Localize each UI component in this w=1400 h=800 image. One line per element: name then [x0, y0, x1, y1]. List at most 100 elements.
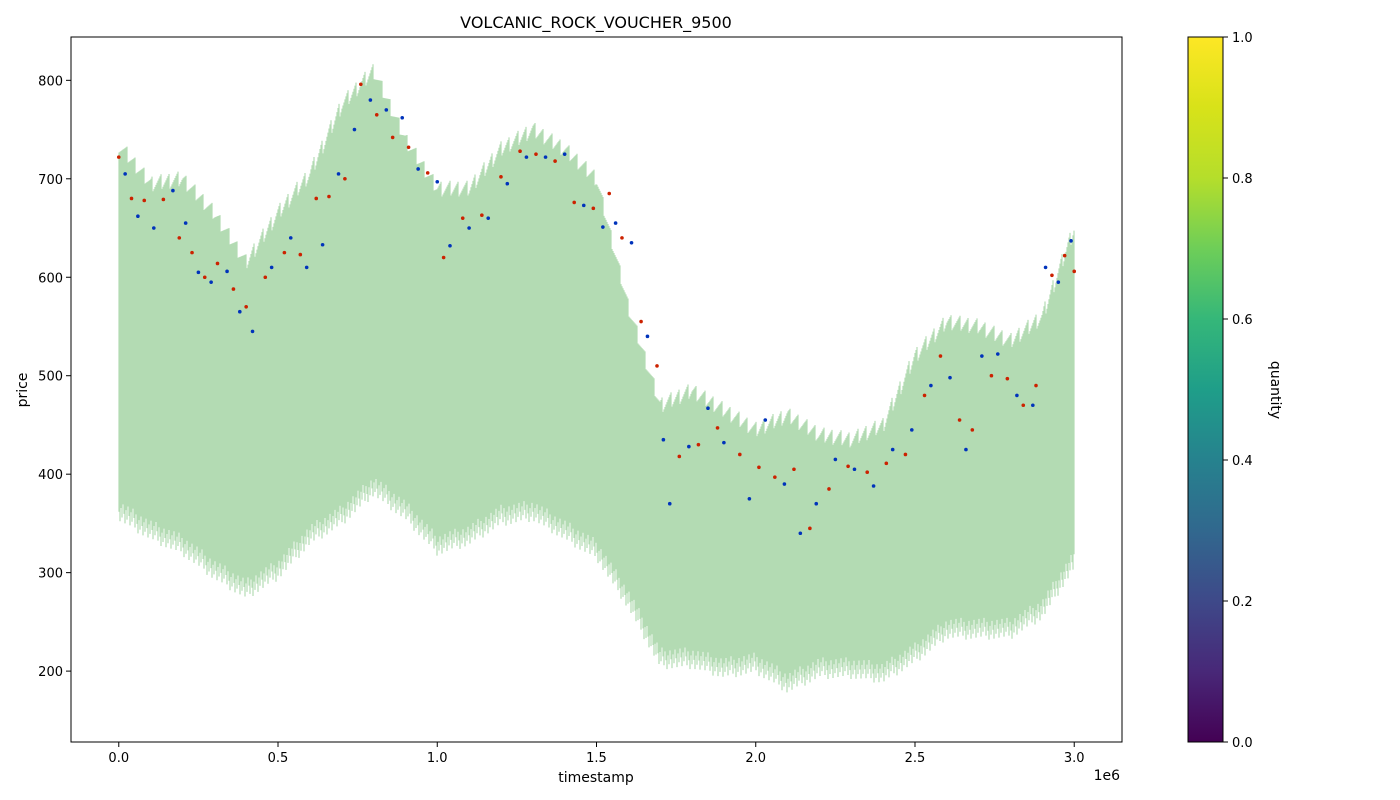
trade-point [336, 172, 341, 176]
x-axis: 0.0 0.5 1.0 1.5 2.0 2.5 3.0 [108, 742, 1085, 766]
trade-point [903, 452, 908, 457]
y-tick-label: 500 [38, 370, 63, 385]
trade-point [715, 426, 720, 430]
trade-point [629, 240, 634, 245]
trade-point [553, 159, 557, 163]
trade-point [142, 198, 147, 203]
trade-point [639, 319, 643, 324]
trade-point [499, 175, 503, 179]
trade-point [938, 354, 943, 358]
trade-point [327, 194, 331, 199]
colorbar-tick-label: 1.0 [1232, 31, 1253, 46]
trade-point [607, 191, 612, 196]
trade-point [136, 214, 140, 219]
trade-point [980, 354, 984, 358]
y-tick-label: 800 [38, 74, 63, 89]
trade-point [1031, 403, 1035, 408]
trade-point [231, 287, 236, 291]
trade-point [738, 452, 742, 457]
trade-point [957, 418, 962, 422]
trade-point [202, 275, 207, 280]
trade-point [480, 213, 484, 218]
trade-point [460, 216, 465, 220]
x-tick-label: 0.0 [108, 751, 129, 766]
trade-point [343, 176, 347, 181]
trade-point [613, 221, 618, 225]
trade-point [808, 526, 812, 531]
trade-point [601, 225, 605, 229]
trade-point [562, 152, 567, 156]
trade-point [505, 181, 510, 186]
trade-point [782, 482, 787, 486]
trade-point [298, 252, 303, 257]
trade-point [1021, 403, 1026, 408]
trade-point [161, 197, 166, 202]
x-tick-label: 1.0 [427, 751, 448, 766]
trade-point [677, 454, 682, 459]
trade-point [884, 461, 889, 466]
colorbar-label: quantity [1267, 361, 1283, 419]
trade-point [572, 200, 577, 205]
trade-point [865, 470, 870, 475]
trade-point [215, 261, 220, 266]
trade-point [209, 280, 213, 284]
trade-point [687, 444, 691, 449]
trade-point [591, 206, 596, 211]
trade-point [655, 364, 659, 368]
trade-point [320, 242, 325, 247]
trade-point [922, 393, 927, 398]
x-tick-label: 3.0 [1064, 751, 1085, 766]
trade-point [798, 531, 803, 536]
colorbar-axis: 0.0 0.2 0.4 0.6 0.8 1.0 [1223, 31, 1253, 751]
trade-point [288, 236, 293, 240]
trade-point [757, 465, 761, 470]
trade-point [1043, 265, 1048, 270]
y-tick-label: 400 [38, 468, 63, 483]
trade-point [667, 501, 672, 506]
trade-point [1072, 269, 1077, 274]
x-tick-label: 1.5 [586, 751, 607, 766]
trade-point [250, 329, 255, 334]
trade-point [171, 188, 175, 193]
trade-point [518, 149, 522, 154]
trade-point [304, 265, 309, 270]
trade-point [237, 309, 242, 314]
trade-point [524, 155, 529, 159]
trade-point [177, 236, 182, 240]
trade-point [534, 152, 538, 156]
price-band [118, 64, 1075, 693]
trade-point [871, 484, 876, 488]
trade-point [359, 82, 363, 87]
trade-point [467, 226, 471, 230]
trade-point [448, 243, 452, 248]
colorbar [1187, 36, 1224, 743]
trade-point [183, 221, 188, 225]
trade-point [225, 269, 229, 274]
x-axis-label: timestamp [558, 770, 634, 786]
trade-point [1050, 273, 1054, 278]
trade-point [196, 270, 201, 275]
trade-point [352, 127, 357, 132]
colorbar-tick-label: 0.6 [1232, 313, 1253, 328]
trade-point [620, 236, 624, 240]
trade-point [964, 447, 968, 452]
trade-point [152, 226, 156, 230]
trade-point [384, 108, 389, 112]
y-tick-label: 300 [38, 567, 63, 582]
colorbar-tick-label: 0.8 [1232, 172, 1253, 187]
trade-point [706, 406, 710, 411]
trade-point [390, 135, 395, 140]
colorbar-tick-label: 0.4 [1232, 454, 1253, 469]
trade-point [416, 167, 420, 171]
trade-point [581, 203, 586, 208]
trade-point [773, 475, 777, 479]
trade-point [400, 115, 405, 120]
trade-point [948, 375, 952, 380]
y-tick-label: 600 [38, 271, 63, 286]
trade-point [374, 112, 379, 117]
trade-point [406, 145, 411, 150]
trade-point [129, 196, 134, 201]
trade-point [368, 98, 373, 102]
trade-point [763, 418, 768, 422]
